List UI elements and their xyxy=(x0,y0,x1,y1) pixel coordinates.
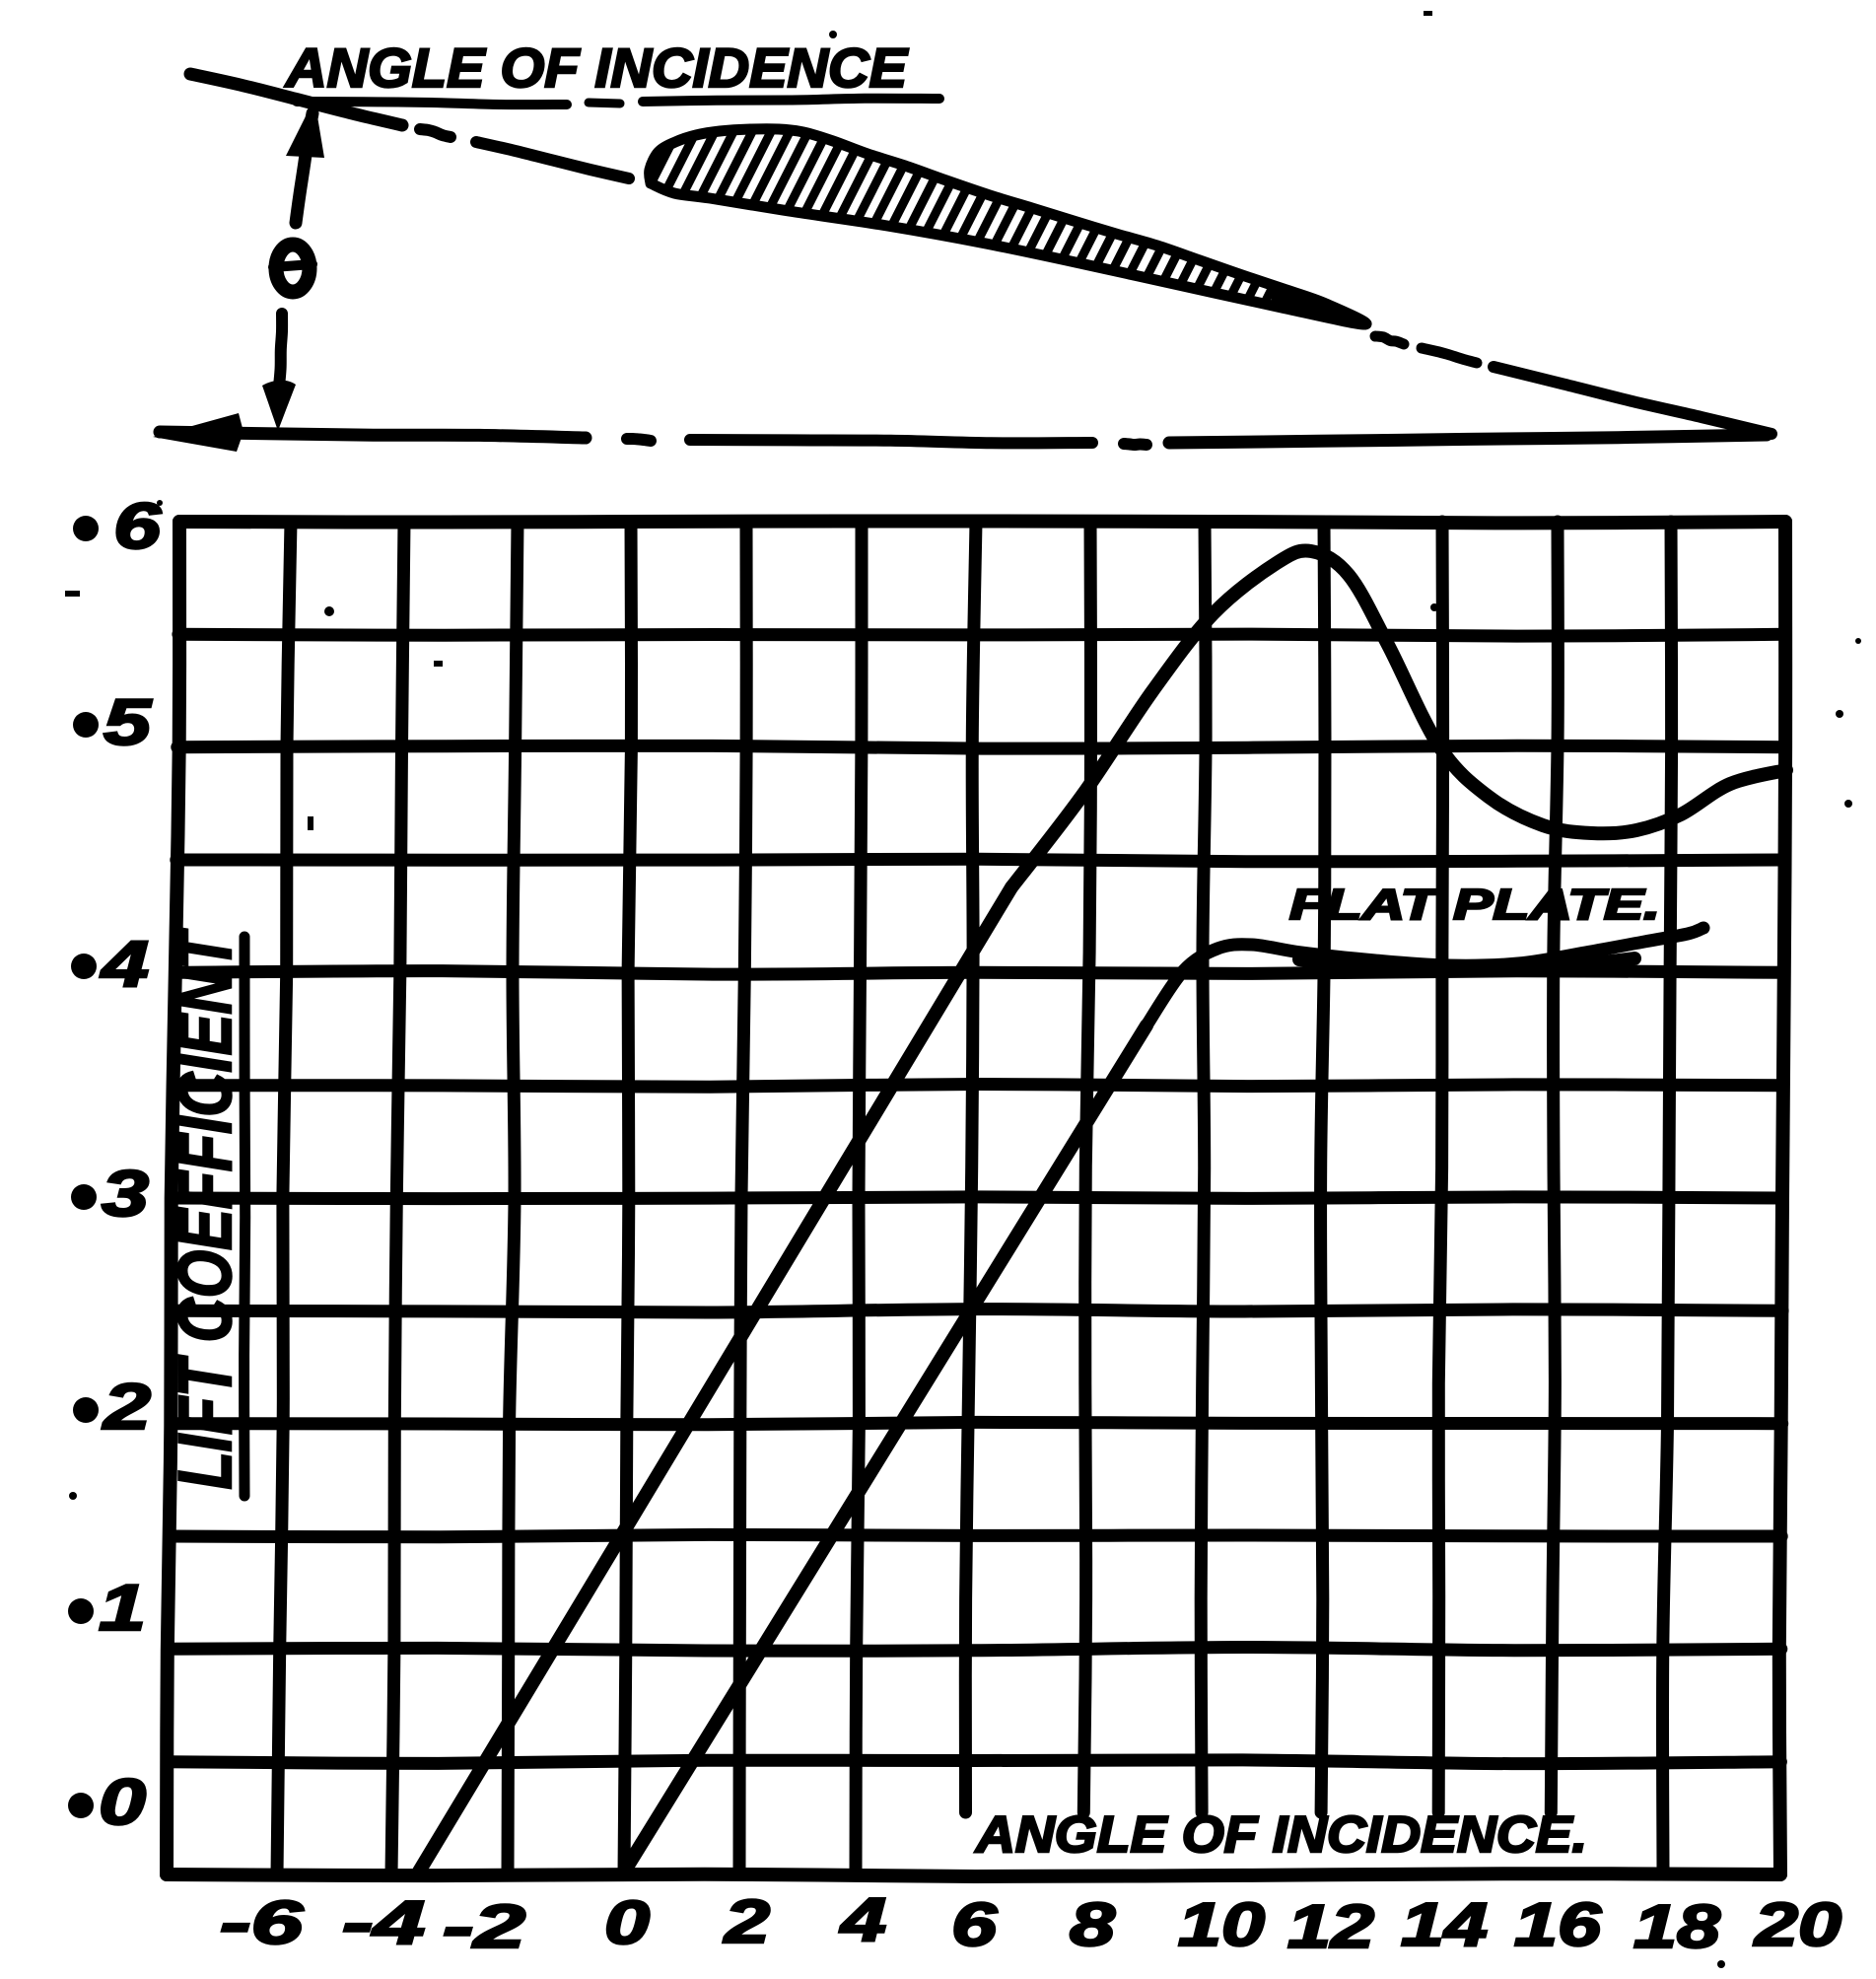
svg-text:20: 20 xyxy=(1754,1891,1841,1959)
svg-text:2: 2 xyxy=(724,1888,770,1956)
svg-text:2: 2 xyxy=(101,1370,151,1443)
svg-text:FLAT PLATE.: FLAT PLATE. xyxy=(1289,881,1660,929)
svg-text:0: 0 xyxy=(99,1765,146,1838)
svg-text:1: 1 xyxy=(99,1571,146,1644)
svg-text:10: 10 xyxy=(1178,1891,1265,1959)
svg-text:5: 5 xyxy=(104,685,153,758)
svg-text:4: 4 xyxy=(838,1886,886,1954)
svg-text:14: 14 xyxy=(1401,1891,1488,1959)
svg-text:8: 8 xyxy=(1070,1891,1116,1959)
svg-text:16: 16 xyxy=(1514,1891,1602,1959)
svg-text:ANGLE OF INCIDENCE: ANGLE OF INCIDENCE xyxy=(284,36,909,99)
svg-text:-2: -2 xyxy=(443,1893,525,1961)
svg-text:6: 6 xyxy=(951,1891,998,1959)
svg-text:18: 18 xyxy=(1633,1893,1721,1961)
svg-text:3: 3 xyxy=(102,1157,149,1230)
svg-text:6: 6 xyxy=(113,489,163,562)
svg-text:4: 4 xyxy=(99,927,149,1000)
svg-text:12: 12 xyxy=(1287,1893,1374,1961)
svg-text:-6: -6 xyxy=(220,1889,304,1957)
svg-text:ANGLE OF INCIDENCE.: ANGLE OF INCIDENCE. xyxy=(974,1806,1587,1864)
svg-text:LIFT COEFFICIENT: LIFT COEFFICIENT xyxy=(164,928,247,1490)
svg-text:-4: -4 xyxy=(342,1889,425,1957)
svg-text:0: 0 xyxy=(604,1889,650,1957)
